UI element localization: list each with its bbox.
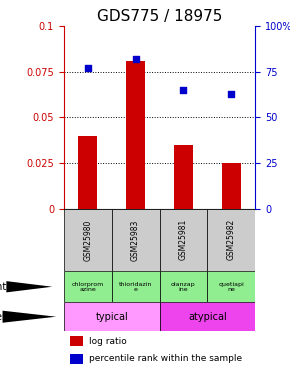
Bar [70,354,83,364]
Point [133,56,138,62]
Bar [160,209,207,271]
Bar [207,271,255,302]
Text: percentile rank within the sample: percentile rank within the sample [89,354,242,363]
Bar [64,209,112,271]
Text: typical: typical [95,312,128,322]
Bar [78,136,97,209]
Text: chlorprom
azine: chlorprom azine [72,282,104,292]
Text: quetiapi
ne: quetiapi ne [218,282,244,292]
Point [85,65,90,71]
Bar [207,209,255,271]
Bar [112,209,160,271]
Bar [222,163,241,209]
Bar [64,271,112,302]
Polygon shape [6,281,52,292]
Bar [70,336,83,346]
Text: GSM25981: GSM25981 [179,219,188,261]
Polygon shape [3,310,56,323]
Bar [174,145,193,208]
Point [229,91,233,97]
Text: thioridazin
e: thioridazin e [119,282,152,292]
Bar [112,271,160,302]
Text: atypical: atypical [188,312,227,322]
Text: GSM25980: GSM25980 [83,219,92,261]
Bar [160,271,207,302]
Text: other: other [0,312,6,322]
Text: agent: agent [0,282,6,292]
Text: GSM25983: GSM25983 [131,219,140,261]
Text: olanzap
ine: olanzap ine [171,282,196,292]
Point [181,87,186,93]
Bar [160,302,255,331]
Bar [126,61,145,208]
Title: GDS775 / 18975: GDS775 / 18975 [97,9,222,24]
Bar [64,302,160,331]
Text: GSM25982: GSM25982 [227,219,236,261]
Text: log ratio: log ratio [89,337,126,346]
